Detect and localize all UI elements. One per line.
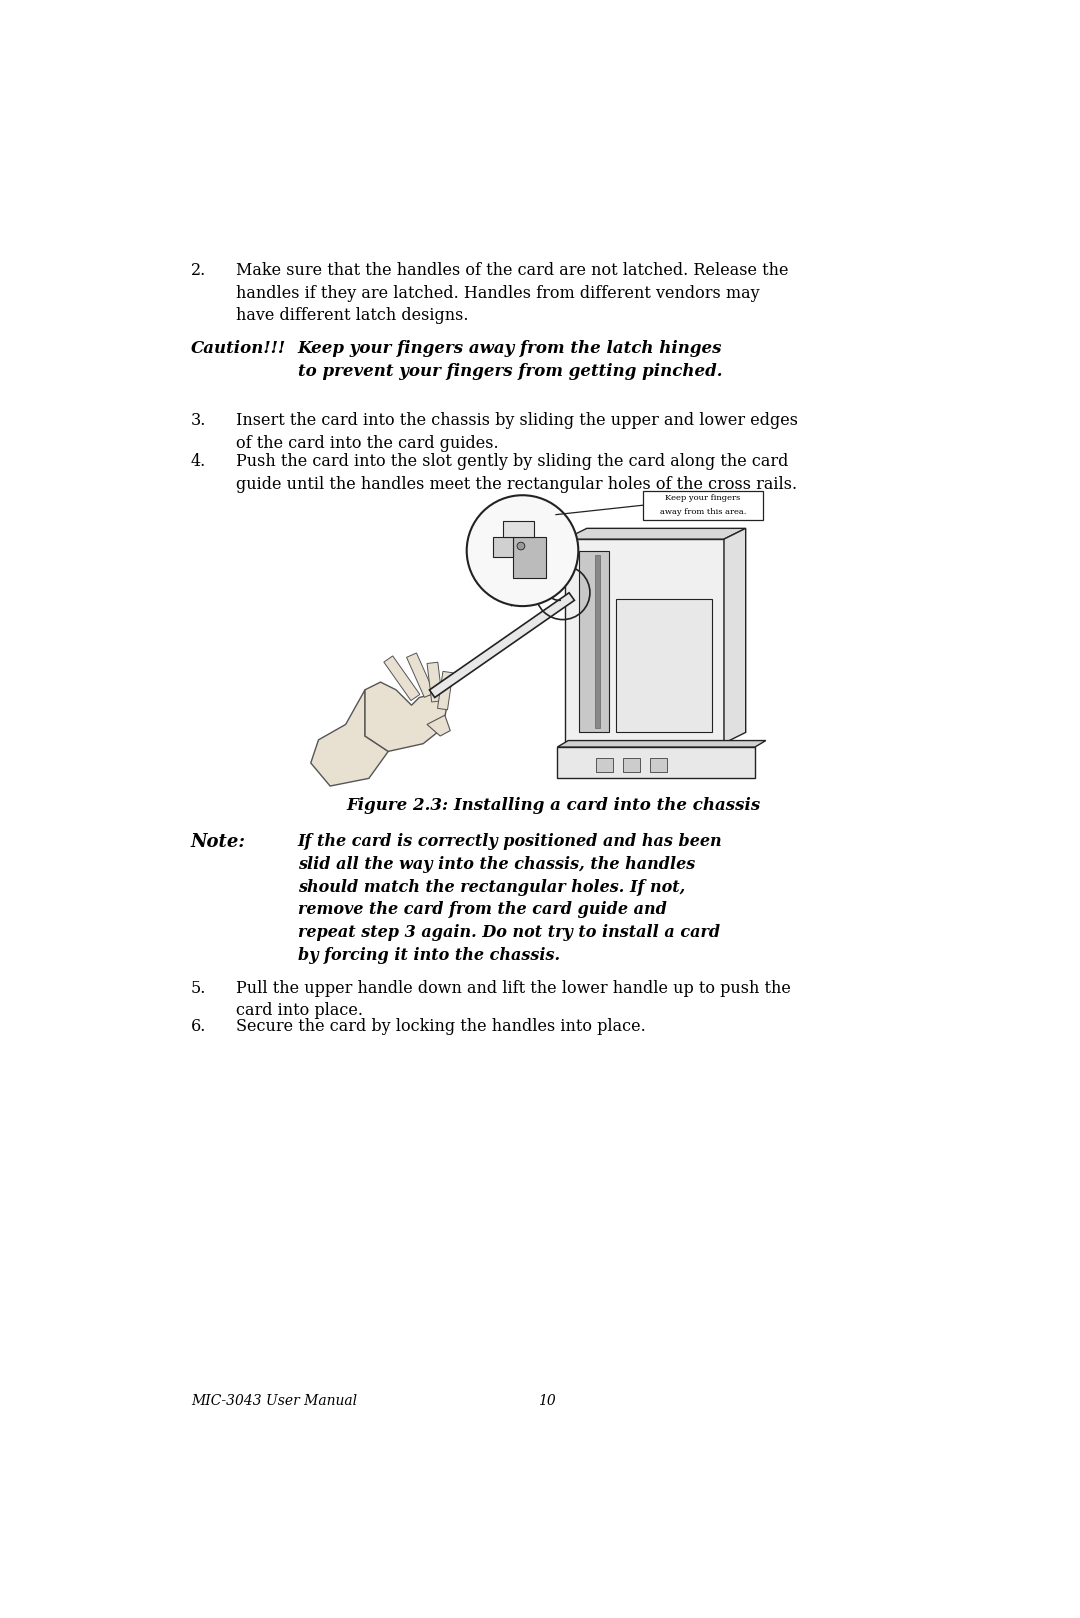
Polygon shape — [579, 550, 608, 731]
Polygon shape — [596, 757, 613, 772]
FancyBboxPatch shape — [643, 490, 762, 519]
Polygon shape — [623, 757, 640, 772]
Polygon shape — [503, 521, 535, 537]
Polygon shape — [427, 715, 450, 736]
Polygon shape — [724, 529, 745, 743]
Text: 4.: 4. — [191, 453, 206, 469]
Text: 6.: 6. — [191, 1018, 206, 1036]
Text: Secure the card by locking the handles into place.: Secure the card by locking the handles i… — [235, 1018, 646, 1036]
Text: to prevent your fingers from getting pinched.: to prevent your fingers from getting pin… — [298, 362, 723, 380]
Text: 5.: 5. — [191, 979, 206, 997]
Polygon shape — [565, 539, 724, 743]
Text: have different latch designs.: have different latch designs. — [235, 307, 469, 324]
Circle shape — [467, 495, 578, 607]
Text: 2.: 2. — [191, 262, 206, 278]
Polygon shape — [383, 655, 420, 701]
Text: 10: 10 — [538, 1393, 556, 1408]
Text: If the card is correctly positioned and has been: If the card is correctly positioned and … — [298, 833, 723, 851]
Polygon shape — [565, 529, 745, 539]
Text: Keep your fingers away from the latch hinges: Keep your fingers away from the latch hi… — [298, 340, 723, 358]
Text: Make sure that the handles of the card are not latched. Release the: Make sure that the handles of the card a… — [235, 262, 788, 278]
Polygon shape — [437, 671, 453, 710]
Text: Figure 2.3: Installing a card into the chassis: Figure 2.3: Installing a card into the c… — [347, 798, 760, 814]
Text: Insert the card into the chassis by sliding the upper and lower edges: Insert the card into the chassis by slid… — [235, 413, 798, 429]
Polygon shape — [494, 537, 513, 557]
Text: Keep your fingers: Keep your fingers — [665, 495, 740, 503]
Text: remove the card from the card guide and: remove the card from the card guide and — [298, 901, 666, 919]
Text: MIC-3043 User Manual: MIC-3043 User Manual — [191, 1393, 356, 1408]
Text: of the card into the card guides.: of the card into the card guides. — [235, 435, 498, 451]
Text: Push the card into the slot gently by sliding the card along the card: Push the card into the slot gently by sl… — [235, 453, 788, 469]
Text: 3.: 3. — [191, 413, 206, 429]
Polygon shape — [557, 748, 755, 778]
Text: Caution!!!: Caution!!! — [191, 340, 286, 358]
Text: Note:: Note: — [191, 833, 246, 851]
Polygon shape — [616, 599, 713, 731]
Polygon shape — [365, 683, 446, 751]
Text: slid all the way into the chassis, the handles: slid all the way into the chassis, the h… — [298, 856, 696, 874]
Circle shape — [517, 542, 525, 550]
Polygon shape — [513, 537, 545, 578]
Polygon shape — [650, 757, 667, 772]
Text: away from this area.: away from this area. — [660, 508, 746, 516]
Text: handles if they are latched. Handles from different vendors may: handles if they are latched. Handles fro… — [235, 285, 759, 301]
Text: by forcing it into the chassis.: by forcing it into the chassis. — [298, 947, 559, 964]
Text: guide until the handles meet the rectangular holes of the cross rails.: guide until the handles meet the rectang… — [235, 476, 797, 492]
Polygon shape — [311, 689, 388, 786]
Text: should match the rectangular holes. If not,: should match the rectangular holes. If n… — [298, 879, 685, 896]
Polygon shape — [595, 555, 599, 728]
Text: Pull the upper handle down and lift the lower handle up to push the: Pull the upper handle down and lift the … — [235, 979, 791, 997]
Text: repeat step 3 again. Do not try to install a card: repeat step 3 again. Do not try to insta… — [298, 924, 720, 942]
Text: card into place.: card into place. — [235, 1002, 363, 1019]
Polygon shape — [557, 741, 766, 748]
Polygon shape — [427, 662, 443, 702]
Polygon shape — [430, 592, 575, 697]
Polygon shape — [406, 654, 434, 697]
